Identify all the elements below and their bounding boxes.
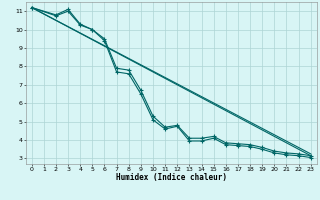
X-axis label: Humidex (Indice chaleur): Humidex (Indice chaleur) [116,173,227,182]
